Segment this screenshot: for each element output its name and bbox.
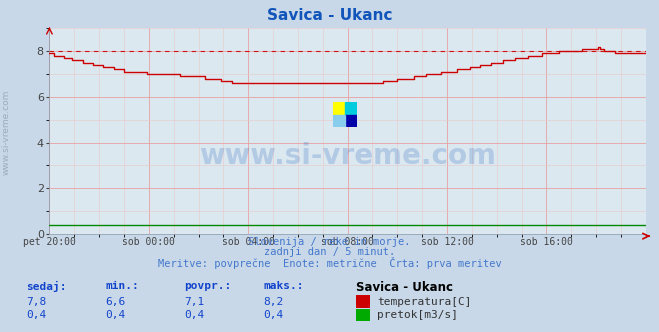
Text: 0,4: 0,4: [105, 310, 126, 320]
Text: Slovenija / reke in morje.: Slovenija / reke in morje.: [248, 237, 411, 247]
Text: 6,6: 6,6: [105, 297, 126, 307]
Text: pretok[m3/s]: pretok[m3/s]: [377, 310, 458, 320]
Text: Meritve: povprečne  Enote: metrične  Črta: prva meritev: Meritve: povprečne Enote: metrične Črta:…: [158, 257, 501, 269]
Bar: [345, 115, 357, 127]
Bar: [333, 102, 345, 115]
Text: povpr.:: povpr.:: [185, 281, 232, 290]
Text: www.si-vreme.com: www.si-vreme.com: [2, 90, 11, 176]
Text: Savica - Ukanc: Savica - Ukanc: [356, 281, 453, 293]
Text: 8,2: 8,2: [264, 297, 284, 307]
Text: min.:: min.:: [105, 281, 139, 290]
Text: sedaj:: sedaj:: [26, 281, 67, 291]
Text: zadnji dan / 5 minut.: zadnji dan / 5 minut.: [264, 247, 395, 257]
Text: Savica - Ukanc: Savica - Ukanc: [267, 8, 392, 23]
Bar: [345, 102, 357, 115]
Text: maks.:: maks.:: [264, 281, 304, 290]
Text: www.si-vreme.com: www.si-vreme.com: [199, 142, 496, 170]
Text: 0,4: 0,4: [185, 310, 205, 320]
Text: 0,4: 0,4: [26, 310, 47, 320]
Text: temperatura[C]: temperatura[C]: [377, 297, 471, 307]
Bar: [333, 115, 345, 127]
Text: 0,4: 0,4: [264, 310, 284, 320]
Text: 7,1: 7,1: [185, 297, 205, 307]
Text: 7,8: 7,8: [26, 297, 47, 307]
